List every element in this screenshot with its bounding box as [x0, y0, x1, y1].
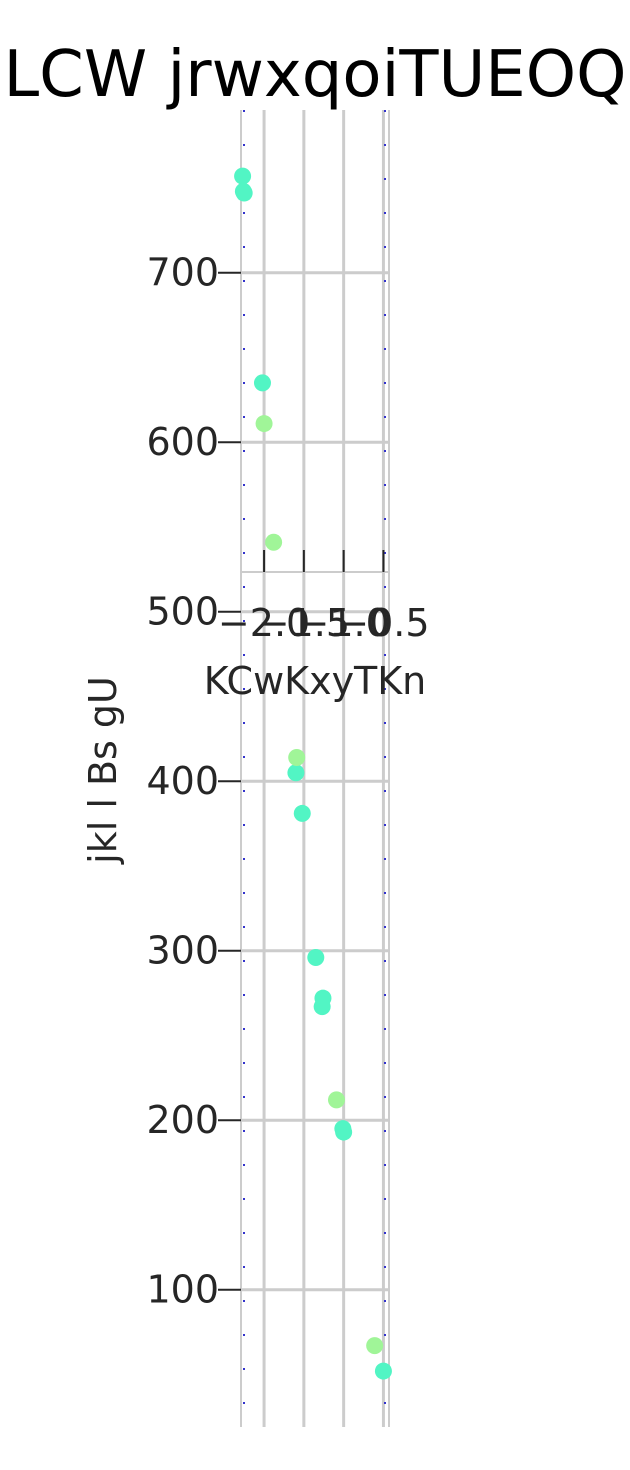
data-point-s0-6: [307, 948, 325, 966]
y-tick-label-1: 200: [146, 1098, 219, 1142]
data-point-s1-3: [327, 1091, 345, 1109]
data-point-s0-5: [293, 804, 311, 822]
chart-title: LCW jrwxqoiTUEOQ: [4, 38, 627, 112]
grid-layer: [241, 110, 389, 1427]
data-point-s0-0: [234, 167, 252, 185]
x-axis-label: KCwKxyTKn: [204, 659, 427, 703]
data-point-s0-10: [335, 1123, 353, 1141]
y-tick-label-4: 500: [146, 590, 219, 634]
inset-x-tick-label-1: −1.5: [258, 601, 350, 645]
y-axis-label: jkl l Bs gU: [81, 676, 125, 865]
data-point-s1-0: [255, 415, 273, 433]
y-tick-label-0: 100: [146, 1268, 219, 1312]
data-point-s1-4: [366, 1337, 384, 1355]
y-tick-label-5: 600: [146, 420, 219, 464]
y-tick-label-3: 400: [146, 759, 219, 803]
data-point-s0-11: [374, 1362, 392, 1380]
inset-x-tick-label-2: −1.0: [298, 601, 390, 645]
data-point-s0-2: [235, 184, 253, 202]
data-point-s1-1: [265, 533, 283, 551]
y-tick-label-6: 700: [146, 251, 219, 295]
y-tick-label-2: 300: [146, 929, 219, 973]
data-point-s0-8: [313, 998, 331, 1016]
data-point-s0-3: [253, 374, 271, 392]
inset-x-tick-label-0: −2.0: [218, 601, 310, 645]
inset-x-tick-label-3: −0.5: [337, 601, 429, 645]
plot-frame: [240, 110, 390, 1427]
inset-x-axis: −2.0−1.5−1.0−0.5 KCwKxyTKn: [204, 550, 430, 703]
data-point-s1-2: [288, 748, 306, 766]
data-points: [234, 167, 392, 1380]
y-axis: 100 200 300 400 500 600 700: [146, 251, 241, 1312]
data-point-s0-4: [287, 764, 305, 782]
